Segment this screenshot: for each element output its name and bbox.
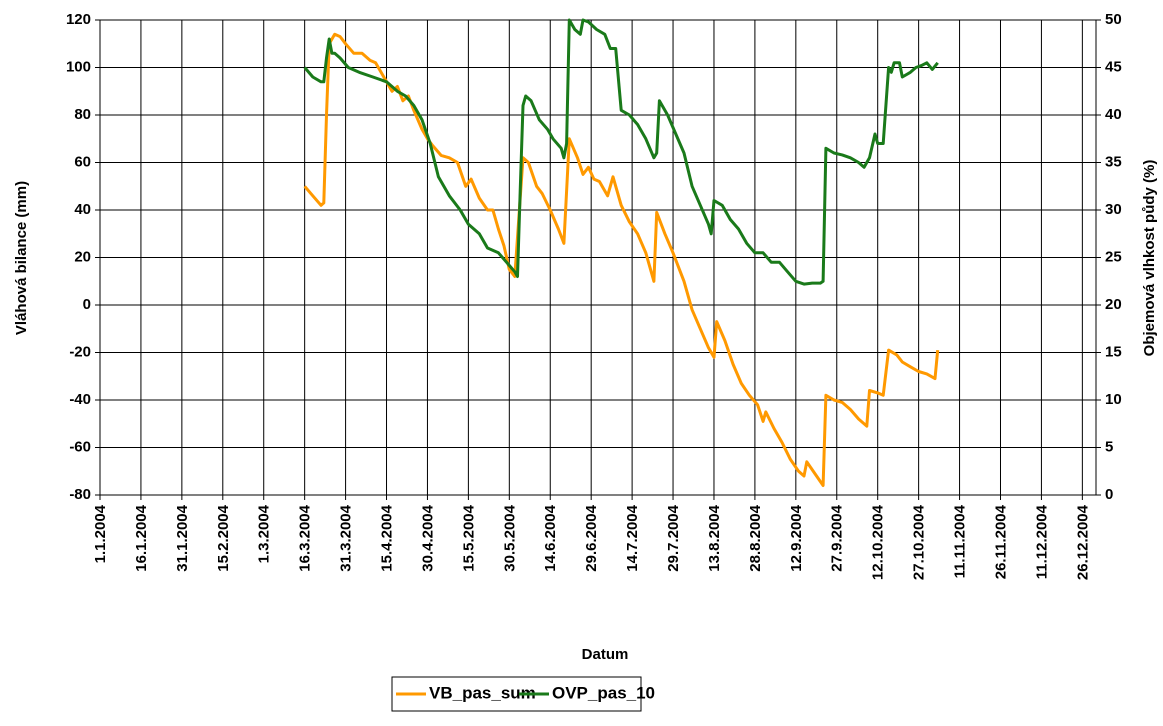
y-tick-label: 0 [83, 296, 91, 313]
y2-tick-label: 25 [1105, 248, 1122, 265]
x-tick-label: 16.1.2004 [133, 504, 150, 571]
y2-tick-label: 50 [1105, 11, 1122, 28]
x-tick-label: 27.10.2004 [911, 504, 928, 580]
y2-tick-label: 45 [1105, 58, 1122, 75]
y2-axis-label: Objemová vlhkost půdy (%) [1141, 160, 1158, 357]
x-tick-label: 26.12.2004 [1074, 504, 1091, 580]
x-tick-label: 29.7.2004 [665, 504, 682, 571]
x-tick-label: 14.7.2004 [624, 504, 641, 571]
x-tick-label: 12.10.2004 [870, 504, 887, 580]
y-tick-label: -20 [69, 343, 91, 360]
x-tick-label: 26.11.2004 [992, 504, 1009, 579]
x-tick-label: 1.1.2004 [92, 504, 109, 563]
y-tick-label: -40 [69, 391, 91, 408]
legend-label: OVP_pas_10 [552, 683, 655, 702]
plot-frame [99, 19, 1097, 496]
legend-box [391, 676, 642, 712]
y-axis-label: Vláhová bilance (mm) [13, 181, 30, 335]
y2-tick-label: 0 [1105, 486, 1113, 503]
x-tick-label: 13.8.2004 [706, 504, 723, 571]
y2-tick-label: 10 [1105, 391, 1122, 408]
x-tick-label: 11.12.2004 [1033, 504, 1050, 579]
y2-tick-label: 15 [1105, 343, 1122, 360]
y2-tick-label: 20 [1105, 296, 1122, 313]
series-line [303, 18, 939, 286]
y-tick-label: -60 [69, 438, 91, 455]
x-tick-label: 31.1.2004 [174, 504, 191, 571]
x-tick-label: 14.6.2004 [542, 504, 559, 571]
x-axis-label: Datum [582, 646, 629, 663]
x-tick-label: 30.5.2004 [501, 504, 518, 571]
x-tick-label: 1.3.2004 [256, 504, 273, 563]
x-tick-label: 15.4.2004 [378, 504, 395, 571]
series-line [303, 32, 940, 487]
x-tick-label: 27.9.2004 [829, 504, 846, 571]
y2-tick-label: 30 [1105, 201, 1122, 218]
x-tick-label: 15.2.2004 [215, 504, 232, 571]
x-tick-label: 16.3.2004 [297, 504, 314, 571]
x-tick-label: 15.5.2004 [460, 504, 477, 571]
y-tick-label: -80 [69, 486, 91, 503]
x-tick-label: 29.6.2004 [583, 504, 600, 571]
y-tick-label: 20 [74, 248, 91, 265]
x-tick-label: 12.9.2004 [788, 504, 805, 571]
y-tick-label: 40 [74, 201, 91, 218]
y2-tick-label: 40 [1105, 106, 1122, 123]
y2-tick-label: 35 [1105, 153, 1122, 170]
x-tick-label: 11.11.2004 [952, 504, 969, 578]
x-tick-label: 28.8.2004 [747, 504, 764, 571]
legend-label: VB_pas_sum [429, 683, 536, 702]
y-tick-label: 60 [74, 153, 91, 170]
x-tick-label: 31.3.2004 [338, 504, 355, 571]
y-tick-label: 80 [74, 106, 91, 123]
y2-tick-label: 5 [1105, 438, 1113, 455]
x-tick-label: 30.4.2004 [419, 504, 436, 571]
y-tick-label: 120 [66, 11, 91, 28]
y-tick-label: 100 [66, 58, 91, 75]
